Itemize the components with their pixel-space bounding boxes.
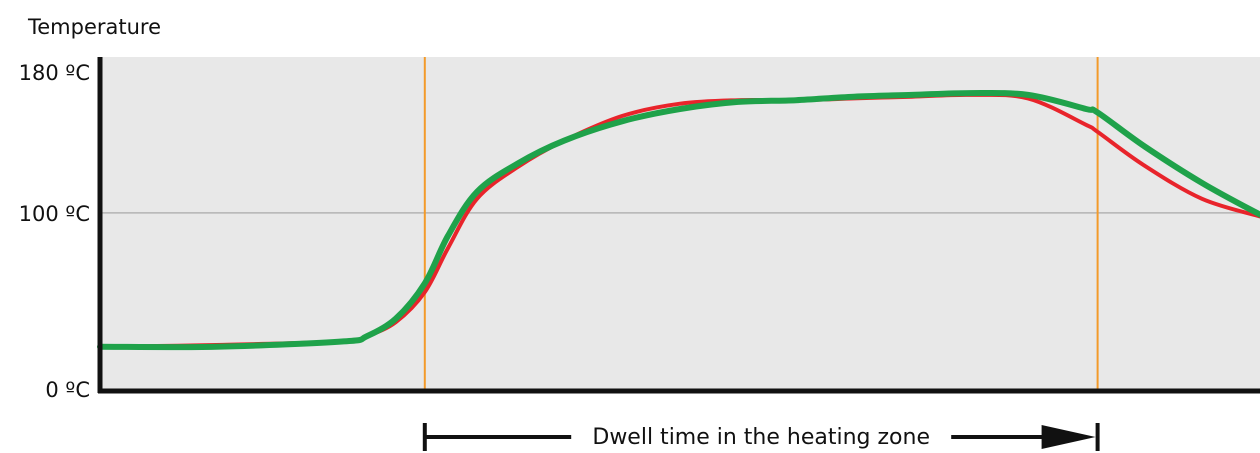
dwell-time-annotation: Dwell time in the heating zone	[422, 423, 1100, 451]
y-axis-title: Temperature	[27, 15, 161, 39]
series-lines	[97, 89, 1260, 351]
dwell-arrowhead	[1041, 425, 1096, 449]
y-tick-labels: 180 ºC 100 ºC 0 ºC	[19, 61, 90, 402]
y-tick-label-100: 100 ºC	[19, 202, 90, 226]
y-tick-label-0: 0 ºC	[45, 378, 90, 402]
dwell-time-label: Dwell time in the heating zone	[592, 425, 930, 450]
series-line-2	[97, 89, 1260, 351]
y-tick-label-180: 180 ºC	[19, 61, 90, 85]
